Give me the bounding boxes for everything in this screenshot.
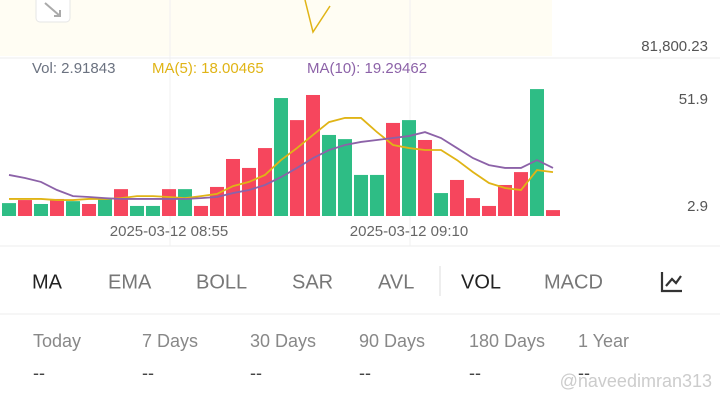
volume-bar xyxy=(322,134,336,216)
volume-bar xyxy=(338,139,352,216)
legend-entry: MA(5): 18.00465 xyxy=(152,60,264,77)
icon xyxy=(660,272,682,293)
expand-arrow xyxy=(44,2,61,17)
period-label: 180 Days xyxy=(469,331,545,351)
price-panel xyxy=(0,0,552,56)
indicator-tab[interactable]: AVL xyxy=(378,271,414,293)
period-label: 7 Days xyxy=(142,331,198,351)
period-value: -- xyxy=(250,363,262,383)
indicator-tab[interactable]: BOLL xyxy=(196,271,247,293)
volume-bar xyxy=(130,205,144,216)
volume-bar xyxy=(194,205,208,216)
y-tick-label: 2.9 xyxy=(687,198,708,215)
volume-bar xyxy=(242,167,256,216)
volume-bar xyxy=(418,139,432,216)
volume-bar xyxy=(66,201,80,216)
volume-bar xyxy=(546,210,560,216)
indicator-tab[interactable]: SAR xyxy=(292,271,333,293)
legend-entry: MA(10): 19.29462 xyxy=(307,60,427,77)
volume-bar xyxy=(2,203,16,216)
chart-settings-icon[interactable] xyxy=(660,272,682,293)
volume-bar xyxy=(114,189,128,216)
volume-bar xyxy=(370,174,384,216)
volume-bar xyxy=(514,172,528,216)
ma-line xyxy=(8,131,554,200)
volume-bar xyxy=(530,89,544,216)
volume-bar xyxy=(274,98,288,216)
volume-bar xyxy=(466,198,480,216)
watermark: @naveedimran313 xyxy=(560,371,712,391)
period-label: Today xyxy=(33,331,81,351)
period-label: 90 Days xyxy=(359,331,425,351)
volume-bar xyxy=(450,179,464,216)
volume-bar xyxy=(482,205,496,216)
volume-bar xyxy=(178,189,192,216)
period-label: 30 Days xyxy=(250,331,316,351)
volume-bar xyxy=(354,174,368,216)
volume-bar xyxy=(50,198,64,216)
volume-bar xyxy=(82,203,96,216)
price-line xyxy=(304,0,331,34)
indicator-tab[interactable]: EMA xyxy=(108,271,152,293)
indicator-tab[interactable]: VOL xyxy=(461,271,501,293)
volume-bar xyxy=(434,193,448,216)
legend-entry: Vol: 2.91843 xyxy=(32,60,115,77)
indicator-tab[interactable]: MACD xyxy=(544,271,603,293)
period-value: -- xyxy=(578,363,590,383)
volume-bar xyxy=(18,200,32,216)
period-value: -- xyxy=(142,363,154,383)
volume-bar xyxy=(146,205,160,216)
period-value: -- xyxy=(33,363,45,383)
volume-bar xyxy=(98,198,112,216)
volume-bar xyxy=(258,148,272,216)
volume-bar xyxy=(226,158,240,216)
x-tick-label: 2025-03-12 08:55 xyxy=(110,223,228,240)
ma-line xyxy=(9,117,554,201)
price-label: 81,800.23 xyxy=(641,38,708,55)
volume-bar xyxy=(162,189,176,216)
y-tick-label: 51.9 xyxy=(679,91,708,108)
volume-bar xyxy=(402,120,416,216)
period-value: -- xyxy=(359,363,371,383)
indicator-tab[interactable]: MA xyxy=(32,271,63,293)
period-label: 1 Year xyxy=(578,331,629,351)
volume-bar xyxy=(306,94,320,216)
volume-bar xyxy=(34,203,48,216)
x-tick-label: 2025-03-12 09:10 xyxy=(350,223,468,240)
period-value: -- xyxy=(469,363,481,383)
volume-bar xyxy=(498,184,512,216)
